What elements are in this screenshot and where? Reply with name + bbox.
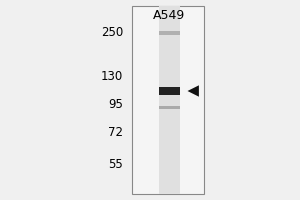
Bar — [159, 106, 180, 109]
Text: A549: A549 — [153, 9, 186, 22]
Bar — [132, 6, 204, 194]
Bar — [159, 6, 180, 194]
Bar — [159, 31, 180, 35]
Bar — [159, 87, 180, 95]
Text: 55: 55 — [108, 158, 123, 171]
Text: 72: 72 — [108, 127, 123, 140]
Text: 95: 95 — [108, 98, 123, 112]
Polygon shape — [188, 85, 199, 97]
Text: 130: 130 — [101, 71, 123, 84]
Text: 250: 250 — [101, 26, 123, 40]
